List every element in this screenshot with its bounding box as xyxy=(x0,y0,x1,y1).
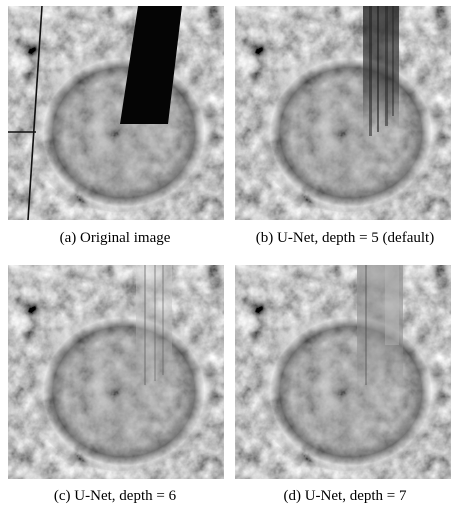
gray-band xyxy=(357,265,403,389)
black-mask xyxy=(120,6,182,124)
panel-unet-depth-6 xyxy=(8,265,224,479)
seam-line xyxy=(27,6,43,220)
light-streaks xyxy=(136,265,172,385)
dark-streaks xyxy=(363,6,399,136)
caption-d: (d) U-Net, depth = 7 xyxy=(283,488,407,504)
panel-original-image xyxy=(8,6,224,220)
crater-image-d xyxy=(235,265,451,479)
caption-a: (a) Original image xyxy=(59,230,171,246)
panel-unet-depth-5 xyxy=(235,6,451,220)
crater-image-a xyxy=(8,6,224,220)
panel-unet-depth-7 xyxy=(235,265,451,479)
crater-image-b xyxy=(235,6,451,220)
crater-image-c xyxy=(8,265,224,479)
caption-c: (c) U-Net, depth = 6 xyxy=(53,488,177,504)
caption-b: (b) U-Net, depth = 5 (default) xyxy=(255,230,435,246)
